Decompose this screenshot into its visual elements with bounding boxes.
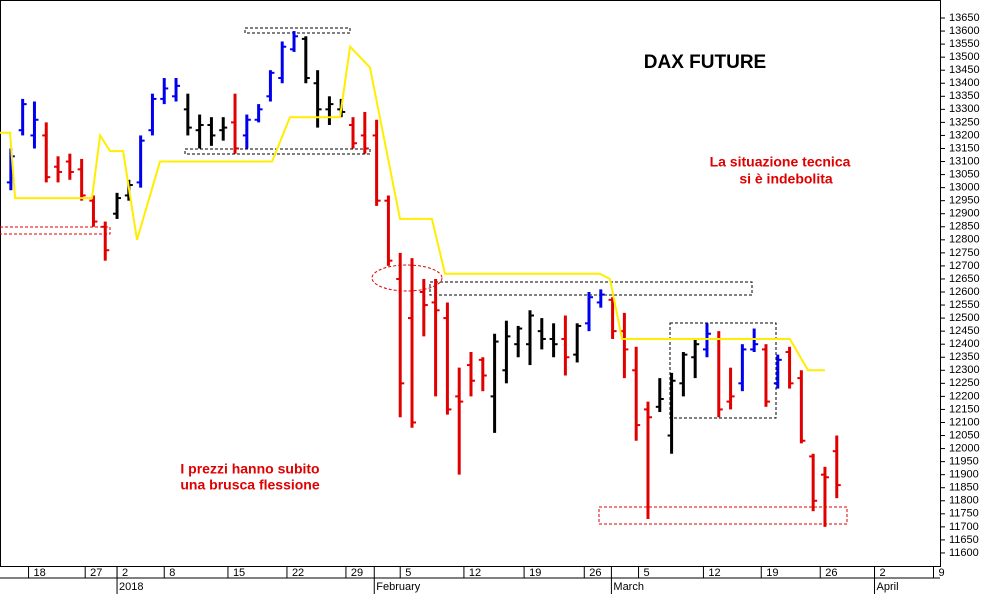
x-tick-label: 22 [292, 567, 304, 579]
y-tick-label: 11700 [949, 521, 979, 533]
y-tick-label: 13050 [949, 168, 980, 180]
x-tick-label: 18 [34, 567, 46, 579]
y-tick-label: 11850 [949, 482, 979, 494]
y-tick-label: 12200 [949, 390, 980, 402]
y-tick-label: 13550 [949, 38, 980, 50]
y-tick-label: 12650 [949, 273, 980, 285]
month-label: March [613, 581, 644, 593]
annotation: La situazione tecnica [710, 154, 851, 170]
x-tick-label: 19 [529, 567, 541, 579]
y-tick-label: 12600 [949, 286, 980, 298]
y-tick-label: 11750 [949, 508, 979, 520]
y-tick-label: 13200 [949, 129, 980, 141]
y-tick-label: 12550 [949, 299, 980, 311]
box [598, 506, 848, 525]
y-tick-label: 13600 [949, 25, 980, 37]
x-tick-label: 19 [766, 567, 778, 579]
y-tick-label: 11950 [949, 456, 979, 468]
box [0, 226, 111, 235]
y-tick-label: 12500 [949, 312, 980, 324]
x-tick-label: 5 [644, 567, 650, 579]
y-tick-label: 13100 [949, 155, 980, 167]
month-label: 2018 [119, 581, 143, 593]
y-tick-label: 12850 [949, 221, 980, 233]
ellipse [371, 264, 443, 292]
x-tick-label: 5 [405, 567, 411, 579]
x-tick-label: 8 [169, 567, 175, 579]
x-tick-label: 27 [90, 567, 102, 579]
month-label: April [877, 581, 899, 593]
y-tick-label: 11600 [949, 547, 979, 559]
y-tick-label: 13500 [949, 51, 980, 63]
chart-title: DAX FUTURE [644, 52, 766, 73]
y-tick-label: 13000 [949, 182, 980, 194]
x-tick-label: 2 [122, 567, 128, 579]
annotation: si è indebolita [739, 171, 833, 187]
annotation: I prezzi hanno subito [180, 461, 319, 477]
x-tick-label: 12 [708, 567, 720, 579]
y-tick-label: 12450 [949, 325, 980, 337]
y-tick-label: 12750 [949, 247, 980, 259]
y-tick-label: 12900 [949, 208, 980, 220]
y-tick-label: 13150 [949, 142, 980, 154]
y-tick-label: 13400 [949, 77, 980, 89]
month-label: February [376, 581, 421, 593]
y-tick-label: 13250 [949, 116, 980, 128]
y-tick-label: 12250 [949, 377, 980, 389]
x-tick-label: 29 [351, 567, 363, 579]
y-tick-label: 12150 [949, 403, 980, 415]
y-tick-label: 12050 [949, 429, 980, 441]
box [669, 322, 777, 419]
y-tick-label: 13450 [949, 64, 980, 76]
x-tick-label: 15 [233, 567, 245, 579]
x-tick-label: 9 [939, 567, 945, 579]
y-tick-label: 13300 [949, 103, 980, 115]
stop-line [0, 44, 825, 372]
box [244, 27, 351, 34]
y-tick-label: 11800 [949, 495, 979, 507]
x-tick-label: 12 [469, 567, 481, 579]
x-tick-label: 2 [880, 567, 886, 579]
y-tick-label: 12300 [949, 364, 980, 376]
annotation: una brusca flessione [180, 477, 319, 493]
box [429, 281, 753, 296]
y-tick-label: 12350 [949, 351, 980, 363]
x-tick-label: 26 [589, 567, 601, 579]
x-tick-label: 26 [825, 567, 837, 579]
y-tick-label: 12800 [949, 234, 980, 246]
y-tick-label: 12000 [949, 442, 980, 454]
y-tick-label: 13650 [949, 12, 980, 24]
plot-frame [0, 0, 941, 567]
y-tick-label: 12100 [949, 416, 980, 428]
y-tick-label: 12400 [949, 338, 980, 350]
y-tick-label: 12700 [949, 260, 980, 272]
y-tick-label: 13350 [949, 90, 980, 102]
y-tick-label: 11900 [949, 469, 979, 481]
y-tick-label: 11650 [949, 534, 979, 546]
y-tick-label: 12950 [949, 195, 980, 207]
